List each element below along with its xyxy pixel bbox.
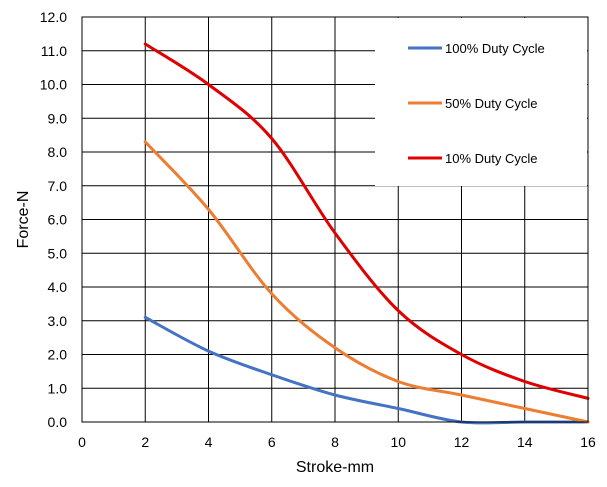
- x-tick-label: 0: [78, 434, 86, 450]
- plot-area-border: [81, 16, 589, 423]
- x-axis-title: Stroke-mm: [296, 459, 374, 476]
- y-tick-label: 11.0: [41, 43, 67, 59]
- series-line: [143, 140, 590, 424]
- y-tick-label: 4.0: [48, 279, 68, 295]
- x-tick-label: 16: [580, 434, 596, 450]
- y-tick-label: 9.0: [48, 110, 68, 126]
- x-tick-label: 10: [390, 434, 406, 450]
- y-tick-label: 7.0: [48, 178, 68, 194]
- x-tick-label: 12: [454, 434, 470, 450]
- legend-label: 50% Duty Cycle: [445, 96, 537, 111]
- y-tick-label: 0.0: [48, 414, 68, 430]
- y-tick-label: 6.0: [48, 212, 68, 228]
- y-axis-title: Force-N: [15, 191, 32, 249]
- x-tick-label: 8: [331, 434, 339, 450]
- y-tick-label: 10.0: [40, 77, 67, 93]
- legend-label: 10% Duty Cycle: [445, 151, 537, 166]
- legend-label: 100% Duty Cycle: [445, 41, 545, 56]
- x-tick-label: 14: [517, 434, 533, 450]
- x-axis-tick-labels: 0 2 4 6 8 10 12 14 16: [78, 434, 596, 450]
- y-tick-label: 3.0: [48, 313, 68, 329]
- y-tick-label: 1.0: [48, 380, 68, 396]
- x-tick-label: 6: [268, 434, 276, 450]
- y-tick-label: 5.0: [48, 245, 68, 261]
- x-tick-label: 2: [141, 434, 149, 450]
- x-tick-label: 4: [205, 434, 213, 450]
- y-axis-tick-labels: 0.0 1.0 2.0 3.0 4.0 5.0 6.0 7.0 8.0 9.0 10.0 11.0 12…: [40, 9, 67, 430]
- y-tick-label: 8.0: [48, 144, 68, 160]
- y-tick-label: 12.0: [40, 9, 67, 25]
- y-tick-label: 2.0: [48, 347, 68, 363]
- legend: 100% Duty Cycle 50% Duty Cycle 10% Duty Cy…: [375, 18, 587, 186]
- series-line: [143, 42, 590, 400]
